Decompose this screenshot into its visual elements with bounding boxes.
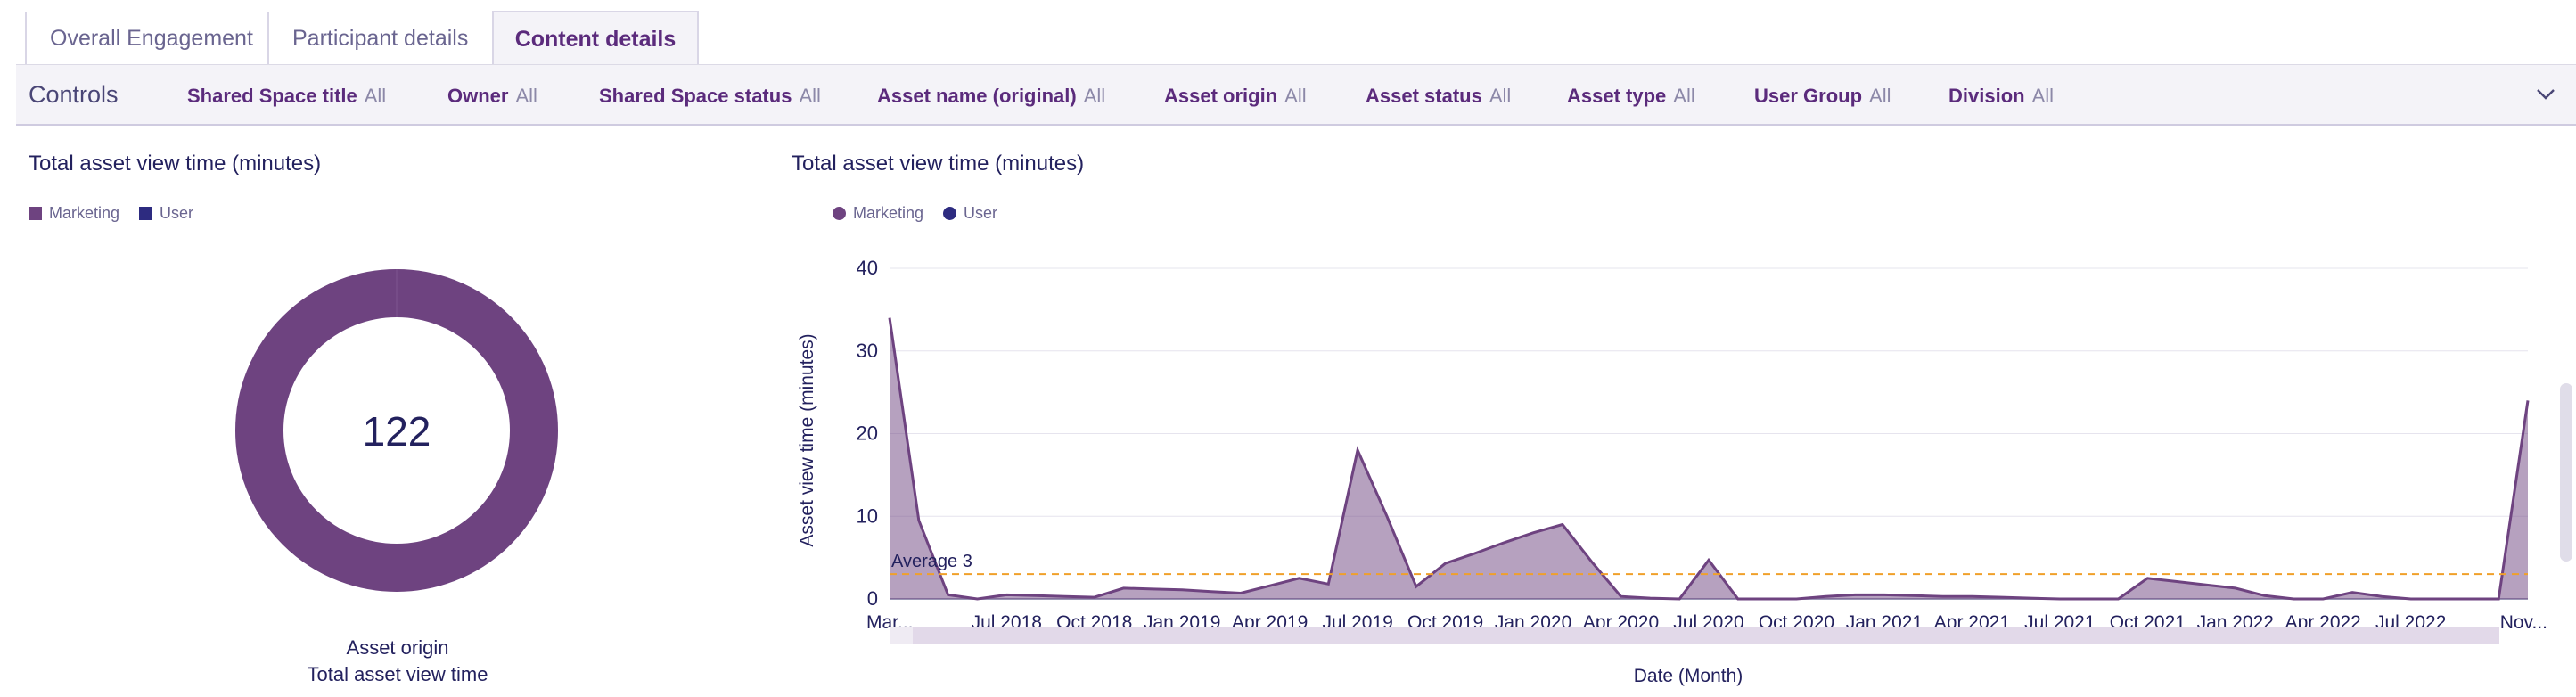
donut-footer-label-1: Asset origin [346, 636, 449, 659]
controls-bar: Controls Shared Space title All Owner All … [16, 64, 2576, 126]
x-axis-label: Date (Month) [1634, 666, 1743, 686]
x-tick-label: Nov... [2500, 612, 2547, 633]
filter-user-group[interactable]: User Group All [1754, 85, 1891, 107]
donut-panel-title: Total asset view time (minutes) [29, 152, 322, 176]
filter-shared-space-title[interactable]: Shared Space title All [187, 85, 387, 107]
tab-content-details[interactable]: Content details [492, 11, 699, 66]
x-range-scrollbar[interactable] [913, 627, 2499, 644]
filter-shared-space-status[interactable]: Shared Space status All [599, 85, 821, 107]
series-line-marketing[interactable] [888, 317, 2530, 601]
vertical-scrollbar[interactable] [2560, 383, 2572, 562]
legend-swatch-marketing [29, 207, 42, 220]
legend-item-marketing[interactable]: Marketing [29, 204, 119, 223]
y-tick-label: 40 [857, 257, 878, 279]
y-tick-label: 20 [857, 422, 878, 445]
legend-item-marketing[interactable]: Marketing [833, 204, 923, 223]
area-panel-title: Total asset view time (minutes) [792, 152, 1085, 176]
donut-legend: Marketing User [29, 204, 213, 223]
donut-chart: 122 [235, 269, 558, 592]
legend-dot-user [943, 207, 957, 220]
controls-title: Controls [29, 81, 119, 108]
legend-item-user[interactable]: User [943, 204, 997, 223]
filter-division[interactable]: Division All [1948, 85, 2055, 107]
y-tick-label: 0 [867, 587, 878, 610]
y-axis-label: Asset view time (minutes) [797, 333, 817, 546]
tab-participant-details[interactable]: Participant details [267, 12, 472, 64]
area-legend: Marketing User [833, 204, 1017, 223]
tab-bar: Overall Engagement Participant details C… [16, 0, 2576, 66]
filter-asset-origin[interactable]: Asset origin All [1164, 85, 1307, 107]
chevron-down-icon[interactable] [2535, 83, 2556, 104]
series-area-marketing[interactable] [890, 317, 2528, 599]
tab-overall-engagement[interactable]: Overall Engagement [25, 12, 266, 64]
filter-asset-status[interactable]: Asset status All [1366, 85, 1512, 107]
legend-dot-marketing [833, 207, 846, 220]
donut-center-value: 122 [363, 408, 431, 455]
average-label: Average 3 [891, 552, 972, 571]
y-tick-label: 30 [857, 340, 878, 362]
y-tick-label: 10 [857, 504, 878, 527]
legend-swatch-user [139, 207, 153, 220]
legend-item-user[interactable]: User [139, 204, 193, 223]
filter-owner[interactable]: Owner All [447, 85, 537, 107]
donut-footer-label-2: Total asset view time [307, 663, 488, 685]
x-range-handle-left[interactable] [890, 627, 913, 644]
filter-asset-type[interactable]: Asset type All [1567, 85, 1695, 107]
filter-asset-name[interactable]: Asset name (original) All [877, 85, 1106, 107]
